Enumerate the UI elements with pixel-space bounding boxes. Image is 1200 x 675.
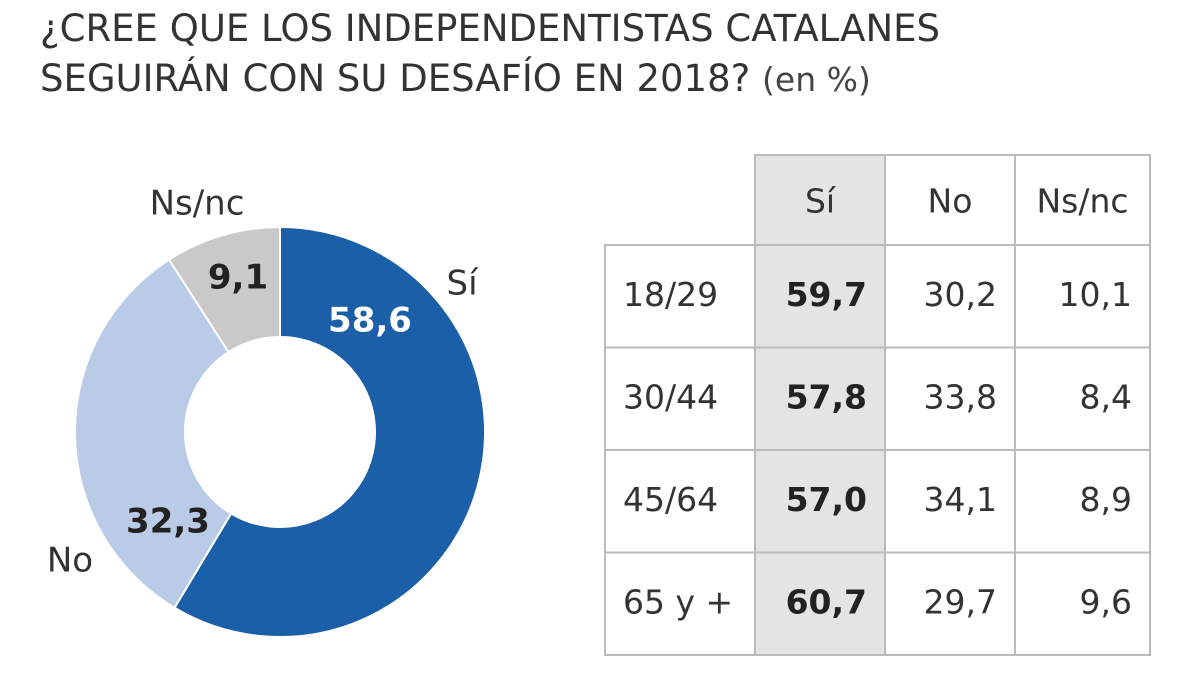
value-label: 32,3 xyxy=(126,502,210,542)
chart-title: ¿CREE QUE LOS INDEPENDENTISTAS CATALANES… xyxy=(40,7,940,100)
table-cell: 8,4 xyxy=(1080,377,1132,416)
slice-label: Ns/nc xyxy=(150,184,245,224)
row-label: 45/64 xyxy=(623,480,718,519)
table-cell: 34,1 xyxy=(924,480,997,519)
column-header: Sí xyxy=(805,182,837,221)
table-cell: 57,8 xyxy=(786,377,867,416)
slice-label: Sí xyxy=(446,264,479,304)
column-header: Ns/nc xyxy=(1036,182,1128,221)
title-block: ¿CREE QUE LOS INDEPENDENTISTAS CATALANES… xyxy=(40,4,1130,105)
table-cell: 60,7 xyxy=(786,582,867,621)
table-cell: 8,9 xyxy=(1080,480,1132,519)
value-label: 58,6 xyxy=(328,301,412,341)
row-label: 18/29 xyxy=(623,275,718,314)
column-header: No xyxy=(928,182,973,221)
value-label: 9,1 xyxy=(208,258,268,298)
table-cell: 10,1 xyxy=(1059,275,1132,314)
table-cell: 59,7 xyxy=(786,275,867,314)
pie-slice xyxy=(167,225,281,354)
table-cell: 33,8 xyxy=(924,377,997,416)
table-cell: 57,0 xyxy=(786,480,867,519)
table-cell: 9,6 xyxy=(1080,582,1132,621)
slice-label: No xyxy=(47,541,93,581)
row-label: 65 y + xyxy=(623,582,733,621)
pie-slice xyxy=(173,225,486,638)
table-shade xyxy=(755,155,885,655)
chart-subtitle: (en %) xyxy=(762,60,871,99)
pie-slice xyxy=(74,258,233,610)
table-cell: 29,7 xyxy=(924,582,997,621)
row-label: 30/44 xyxy=(623,377,718,416)
table-cell: 30,2 xyxy=(924,275,997,314)
